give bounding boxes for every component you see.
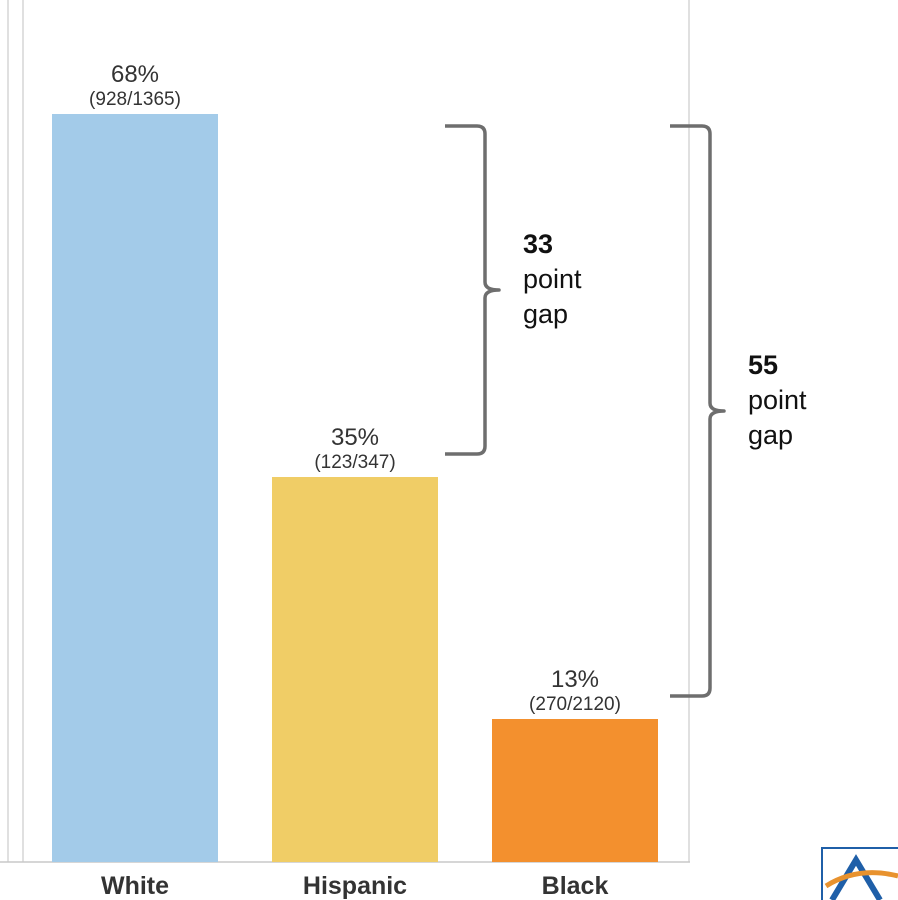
bar-black bbox=[492, 719, 658, 862]
fraction-label-hispanic: (123/347) bbox=[314, 452, 395, 473]
gap-word-gap-55: gap bbox=[748, 420, 793, 450]
gap-word-point-55: point bbox=[748, 385, 807, 415]
x-tick-label-hispanic: Hispanic bbox=[303, 872, 407, 900]
brand-logo bbox=[821, 847, 898, 900]
gap-bracket-33 bbox=[445, 124, 501, 456]
x-tick-label-black: Black bbox=[542, 872, 609, 900]
value-label-hispanic: 35% bbox=[331, 424, 379, 451]
value-label-black: 13% bbox=[551, 666, 599, 693]
x-tick-label-white: White bbox=[101, 872, 169, 900]
fraction-label-black: (270/2120) bbox=[529, 694, 621, 715]
gap-number-33: 33 bbox=[523, 229, 553, 259]
gap-number-55: 55 bbox=[748, 350, 778, 380]
gap-bracket-55 bbox=[670, 124, 726, 698]
bar-white bbox=[52, 114, 218, 862]
fraction-label-white: (928/1365) bbox=[89, 89, 181, 110]
gap-word-gap-33: gap bbox=[523, 299, 568, 329]
value-label-white: 68% bbox=[111, 61, 159, 88]
bar-hispanic bbox=[272, 477, 438, 862]
gap-word-point-33: point bbox=[523, 264, 582, 294]
